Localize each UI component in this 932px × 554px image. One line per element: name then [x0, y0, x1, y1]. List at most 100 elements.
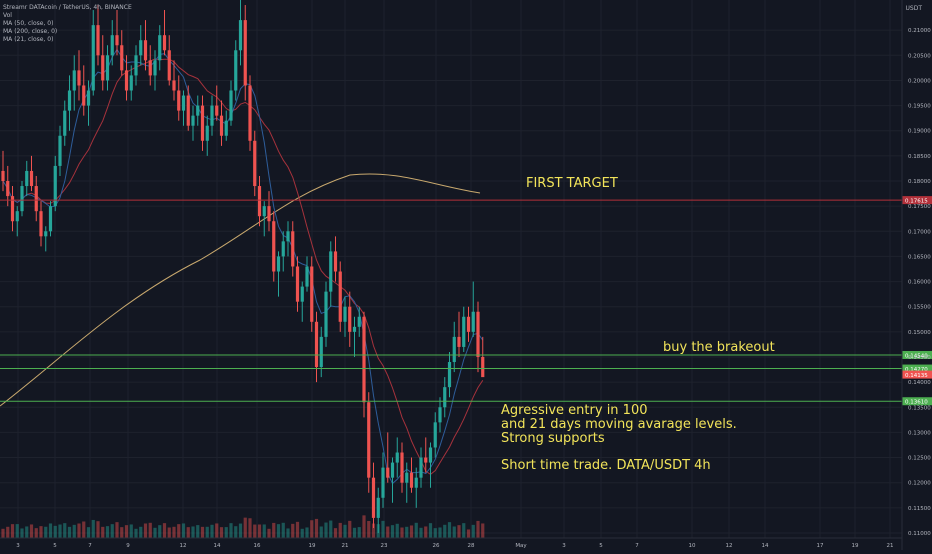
candle-body [343, 306, 347, 322]
time-tick-label: 7 [88, 543, 92, 549]
volume-bar [134, 528, 138, 538]
volume-bar [452, 526, 456, 538]
candle-body [210, 105, 214, 126]
candle-body [229, 90, 233, 121]
candle-body [262, 206, 266, 217]
volume-bar [457, 525, 461, 538]
volume-bar [257, 524, 262, 538]
volume-bar [262, 524, 266, 538]
volume-bar [443, 524, 447, 538]
candle-body [295, 266, 300, 302]
time-tick-label: 9 [126, 543, 130, 549]
volume-bar [438, 527, 442, 538]
volume-bar [63, 523, 67, 538]
time-tick-label: 7 [635, 543, 639, 549]
chart-legend: Streamr DATAcoin / TetherUS, 4h, BINANCE… [3, 4, 132, 44]
volume-bar [110, 524, 114, 538]
volume-bar [29, 524, 34, 538]
candle-body [20, 186, 24, 212]
volume-bar [405, 526, 409, 538]
candle-body [400, 452, 404, 483]
candle-body [25, 170, 29, 187]
volume-bar [96, 521, 100, 538]
candle-body [82, 85, 86, 106]
price-tick-label: 0.20500 [908, 53, 931, 59]
candle-body [371, 477, 376, 518]
last-price-label: 0.14135 [905, 373, 928, 379]
candle-body [466, 316, 471, 332]
volume-bar [476, 520, 480, 538]
volume-bar [295, 521, 300, 538]
volume-bars [1, 515, 485, 538]
time-tick-label: 14 [762, 543, 769, 549]
candle-body [39, 211, 43, 237]
volume-bar [177, 524, 181, 538]
volume-bar [162, 523, 167, 538]
candle-body [253, 140, 257, 187]
candle-body [219, 115, 224, 136]
volume-bar [20, 528, 24, 538]
volume-bar [276, 524, 281, 538]
candle-body [362, 316, 366, 403]
volume-bar [447, 522, 452, 538]
breakout-level-tag [902, 350, 932, 359]
candle-body [438, 407, 442, 423]
candle-body [395, 452, 399, 463]
volume-bar [196, 525, 200, 538]
volume-bar [200, 526, 205, 538]
volume-bar [352, 527, 357, 538]
volume-bar [181, 523, 186, 538]
price-tick-label: 0.11500 [908, 506, 931, 512]
breakout-annotation: buy the brakeout [663, 340, 775, 355]
breakout-level-tag-label: 0.14540 [905, 353, 928, 359]
candle-body [67, 90, 72, 111]
volume-bar [248, 518, 252, 538]
volume-bar [319, 526, 323, 538]
volume-bar [462, 523, 466, 538]
volume-bar [210, 524, 214, 538]
support-level-upper-tag-label: 0.14270 [905, 367, 928, 373]
volume-bar [77, 523, 81, 538]
candle-body [376, 497, 380, 518]
candle-body [481, 356, 485, 378]
candle-body [367, 402, 371, 478]
volume-bar [58, 524, 62, 538]
price-tick-label: 0.17500 [908, 204, 931, 210]
candle-body [110, 35, 114, 56]
ma-200-line [0, 173, 481, 407]
candle-body [58, 135, 62, 166]
symbol-title: Streamr DATAcoin / TetherUS, 4h, BINANCE [3, 4, 132, 11]
volume-bar [433, 528, 437, 538]
candle-body [281, 241, 285, 257]
volume-bar [481, 523, 485, 538]
candle-body [63, 110, 67, 136]
candle-body [333, 251, 338, 272]
volume-bar [82, 521, 86, 538]
volume-bar [428, 523, 433, 538]
volume-label: Vol [3, 12, 12, 19]
candle-body [286, 231, 290, 242]
volume-bar [139, 526, 143, 538]
volume-bar [400, 527, 404, 538]
candle-body [305, 266, 309, 287]
candle-body [386, 467, 390, 478]
candle-body [338, 271, 342, 322]
candle-body [447, 362, 452, 388]
first-target-level-tag-label: 0.17615 [905, 199, 928, 205]
volume-bar [1, 528, 5, 538]
time-axis[interactable]: 3 5 7 9 12 14 16 19 21 23 26 28 May 3 5 7 10 12 14 17 19 21 [0, 537, 902, 549]
candle-body [181, 95, 186, 111]
horizontal-levels: 0.17615 0.14540 0.14270 0.13610 0.14135 [0, 196, 932, 406]
candle-body [115, 35, 119, 46]
candle-body [167, 50, 171, 81]
time-tick-label: 10 [689, 543, 696, 549]
price-axis[interactable]: 0.21000 0.20500 0.20000 0.19500 0.19000 0.185… [901, 0, 931, 550]
candle-body [300, 286, 304, 302]
volume-bar [381, 520, 385, 538]
volume-bar [310, 520, 314, 538]
volume-bar [101, 526, 105, 538]
support-level-lower-tag [902, 397, 932, 406]
volume-bar [115, 522, 119, 538]
